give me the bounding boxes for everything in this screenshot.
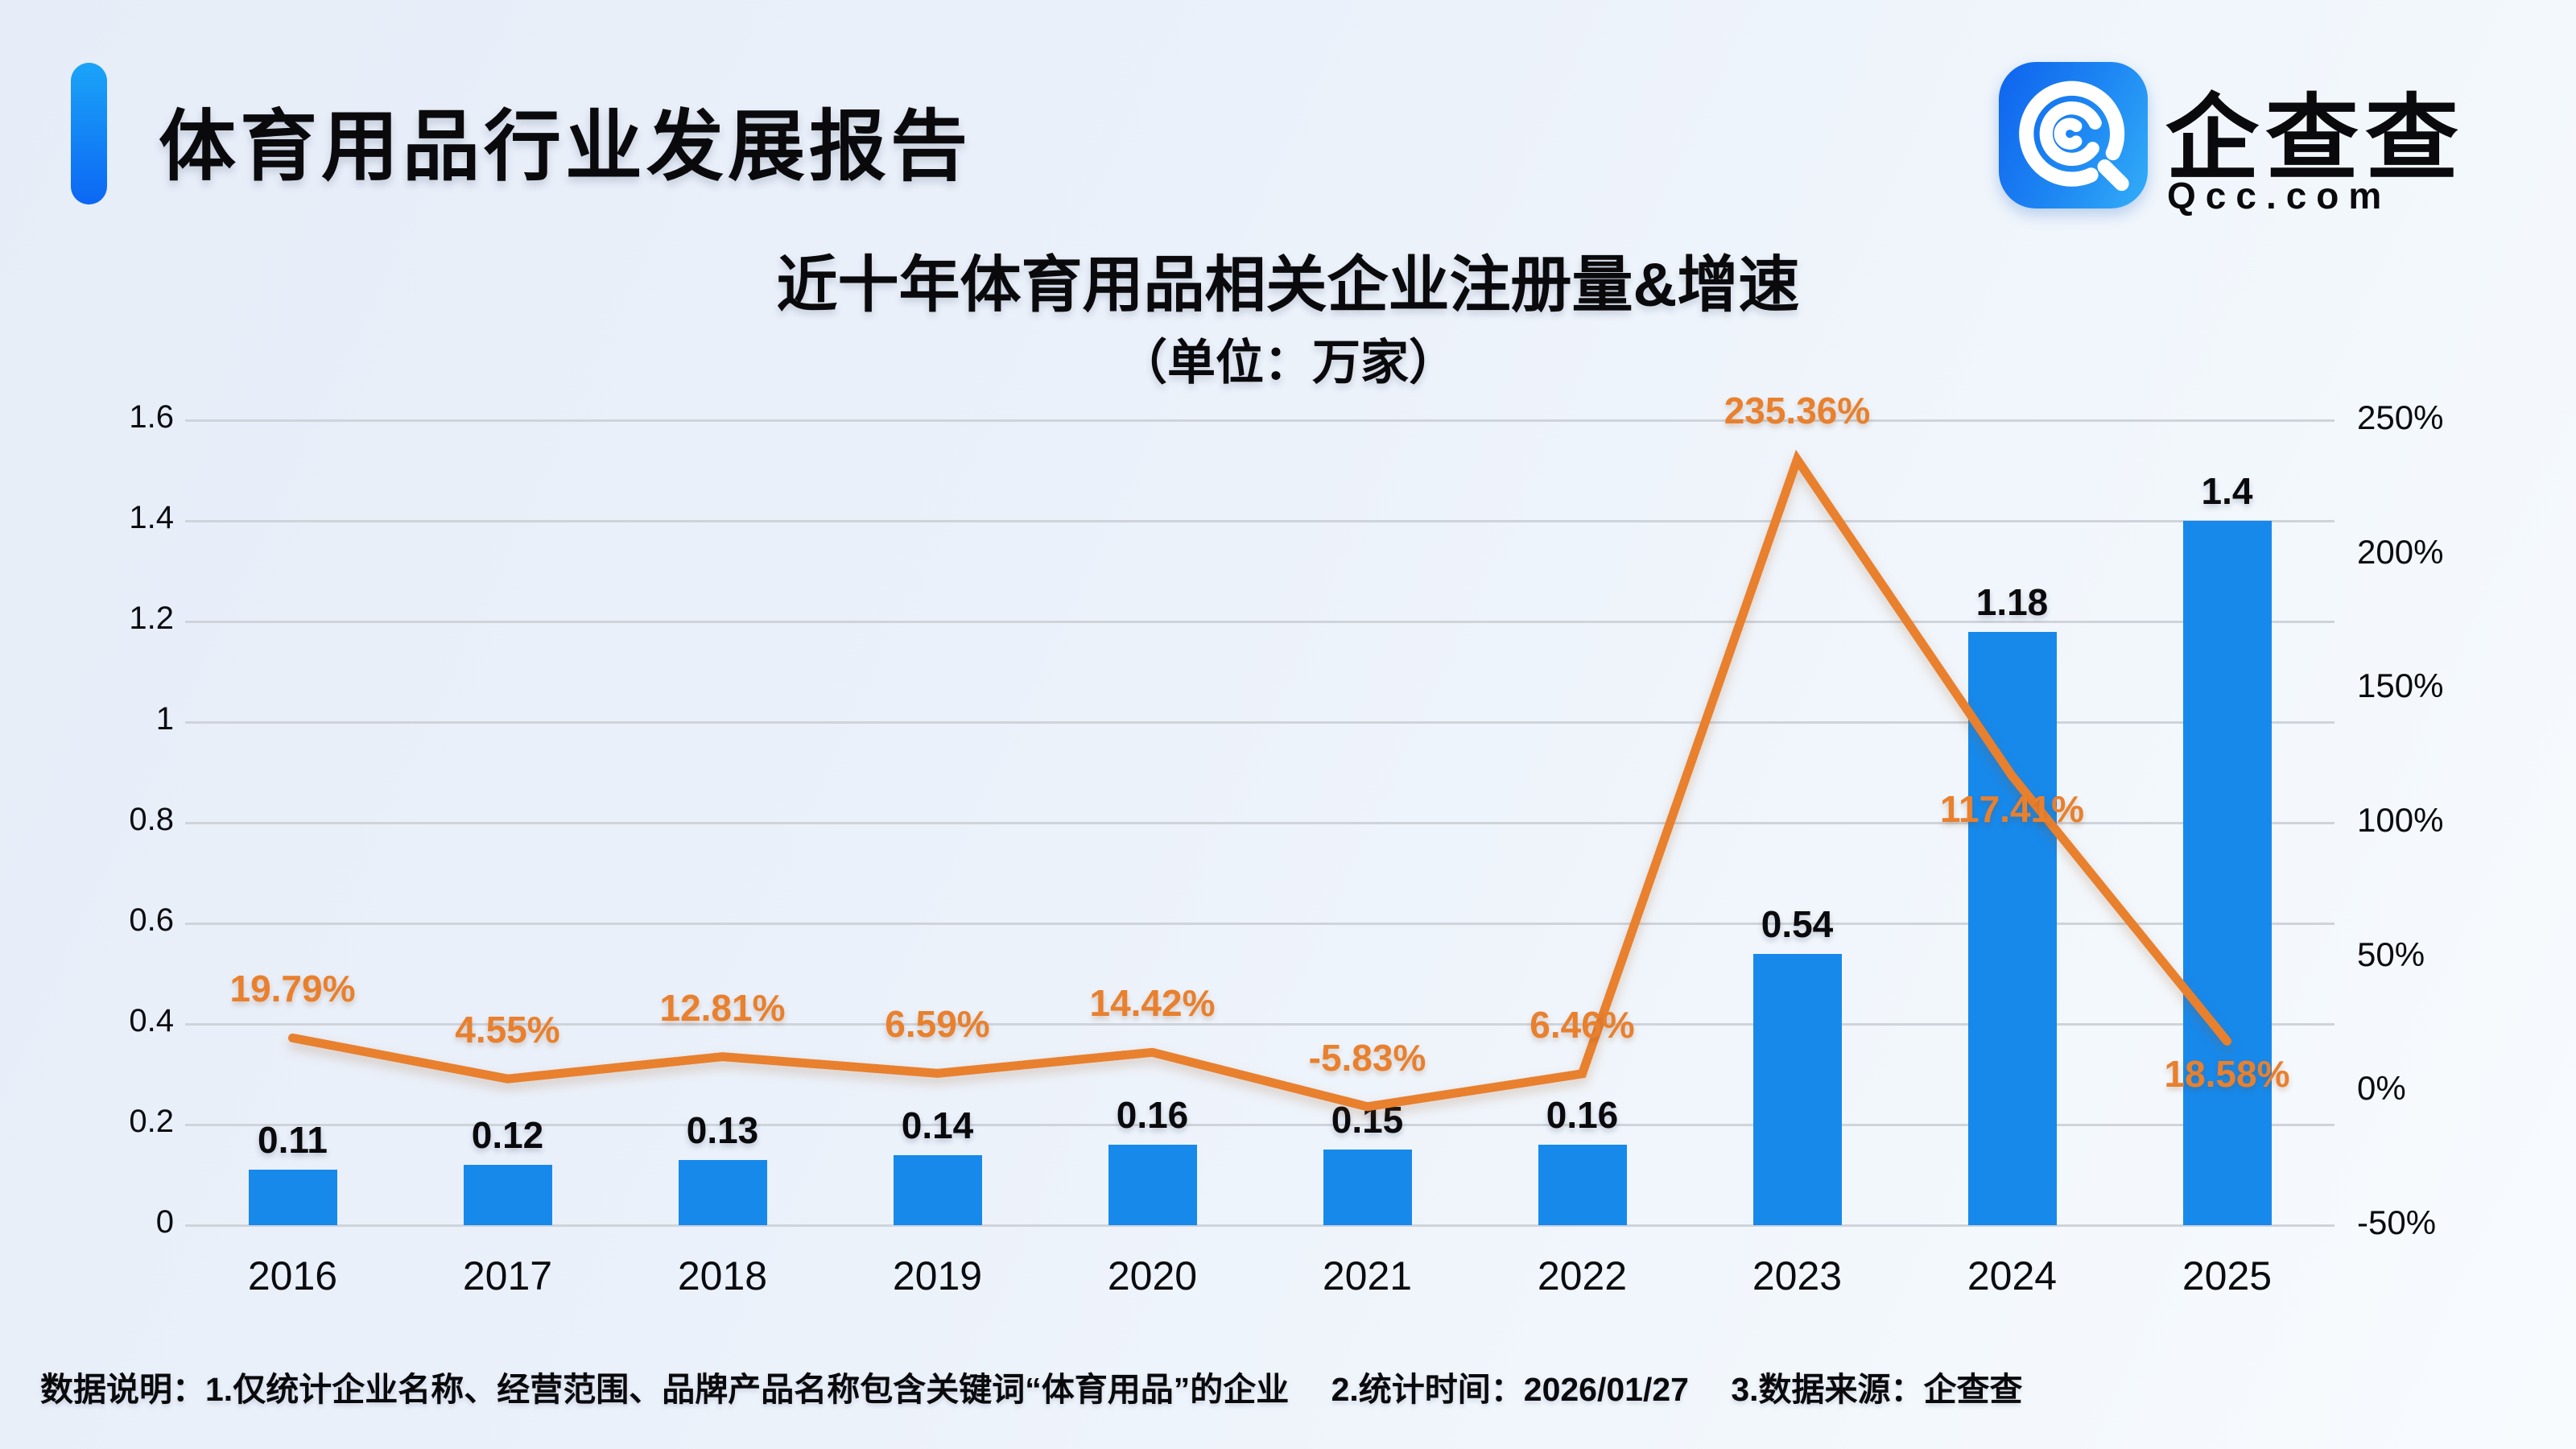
bar-value-label: 0.16 [1546,1094,1619,1136]
bar-value-label: 0.12 [471,1114,544,1156]
left-axis-tick: 0.8 [129,802,174,837]
chart-subtitle: （单位：万家） [1119,336,1457,390]
line-value-label: 6.46% [1530,1003,1635,1046]
qcc-logo-icon [1999,62,2148,208]
left-axis-tick: 0 [155,1204,174,1240]
left-axis-tick: 0.4 [129,1003,174,1038]
x-axis-tick: 2020 [1107,1253,1198,1298]
bar [248,1170,337,1225]
line-value-label: 117.41% [1939,787,2085,830]
gridline [185,419,2334,422]
line-value-label: 6.59% [885,1003,990,1046]
page-title: 体育用品行业发展报告 [159,104,972,190]
gridline [185,519,2334,522]
line-value-label: -5.83% [1308,1036,1426,1079]
bar [2182,521,2272,1225]
x-axis-tick: 2025 [2182,1253,2273,1298]
gridline [185,720,2334,724]
bar [893,1154,982,1225]
bar [1108,1145,1197,1225]
footer-note: 数据说明：1.仅统计企业名称、经营范围、品牌产品名称包含关键词“体育用品”的企业… [40,1371,2023,1408]
bar-value-label: 0.11 [258,1119,328,1162]
right-axis-tick: 200% [2357,532,2444,571]
line-value-label: 235.36% [1724,389,1871,431]
x-axis-tick: 2016 [247,1253,338,1298]
bar [1538,1145,1627,1225]
left-axis-tick: 0.6 [129,902,174,938]
x-axis-tick: 2019 [892,1253,983,1298]
left-axis-tick: 1 [155,701,174,737]
right-axis-tick: 100% [2357,801,2444,839]
left-axis-tick: 1.4 [129,500,174,535]
line-value-label: 4.55% [455,1009,560,1051]
gridline [185,1022,2334,1026]
bar-value-label: 0.13 [686,1108,759,1151]
left-axis-tick: 1.6 [129,399,174,435]
x-axis-tick: 2017 [462,1253,553,1298]
right-axis-tick: 250% [2357,398,2444,436]
x-axis-tick: 2022 [1537,1253,1628,1298]
gridline [185,1224,2334,1227]
gridline [185,1123,2334,1126]
bar [463,1165,552,1225]
bar [1752,953,1842,1225]
left-axis-tick: 1.2 [129,601,174,636]
bar [1323,1150,1412,1225]
left-axis-tick: 0.2 [129,1104,174,1139]
x-axis-tick: 2024 [1967,1253,2058,1298]
x-axis-tick: 2021 [1322,1253,1413,1298]
x-axis-tick: 2018 [677,1253,768,1298]
right-axis-tick: -50% [2357,1203,2437,1241]
bar-value-label: 0.54 [1761,902,1834,945]
magnifier-q-icon [2019,80,2129,192]
logo-brand-text: 企查查 [2165,86,2465,191]
x-axis-tick: 2023 [1752,1253,1843,1298]
bar-value-label: 1.4 [2201,470,2253,512]
gridline [185,821,2334,824]
gridline [185,620,2334,623]
right-axis-tick: 150% [2357,667,2444,705]
bar [678,1159,767,1225]
right-axis-tick: 50% [2357,935,2425,973]
line-value-label: 19.79% [229,968,356,1010]
line-value-label: 14.42% [1089,982,1216,1025]
chart-title: 近十年体育用品相关企业注册量&增速 [776,251,1800,320]
header-accent-bar [71,63,107,204]
bar-value-label: 0.14 [901,1104,974,1146]
logo-domain-text: Qcc.com [2167,175,2392,217]
bar-value-label: 1.18 [1975,580,2049,623]
line-value-label: 18.58% [2164,1053,2290,1096]
right-axis-tick: 0% [2357,1069,2406,1108]
line-value-label: 12.81% [659,986,786,1029]
gridline [185,922,2334,925]
bar-value-label: 0.16 [1116,1094,1189,1136]
